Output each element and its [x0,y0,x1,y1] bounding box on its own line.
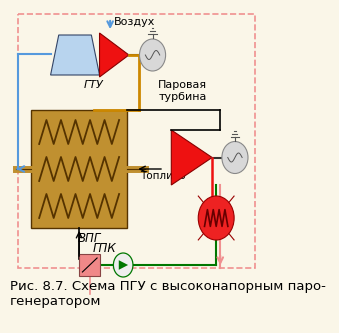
Text: ГПК: ГПК [93,242,117,255]
Text: Рис. 8.7. Схема ПГУ с высоконапорным паро-
генератором: Рис. 8.7. Схема ПГУ с высоконапорным пар… [10,280,326,308]
Text: ГТУ: ГТУ [84,80,104,90]
Text: Паровая
турбина: Паровая турбина [158,80,207,102]
Bar [31,110,127,228]
Bar [79,254,100,276]
Circle shape [222,142,248,173]
Text: Топливо: Топливо [140,171,186,181]
Bar [18,14,255,268]
Text: ВПГ: ВПГ [77,232,101,245]
Circle shape [140,39,166,71]
Polygon shape [119,260,128,270]
Polygon shape [100,33,129,77]
Polygon shape [51,35,100,75]
Text: Воздух: Воздух [113,17,155,27]
Polygon shape [171,130,212,185]
Circle shape [198,196,234,240]
Circle shape [113,253,133,277]
